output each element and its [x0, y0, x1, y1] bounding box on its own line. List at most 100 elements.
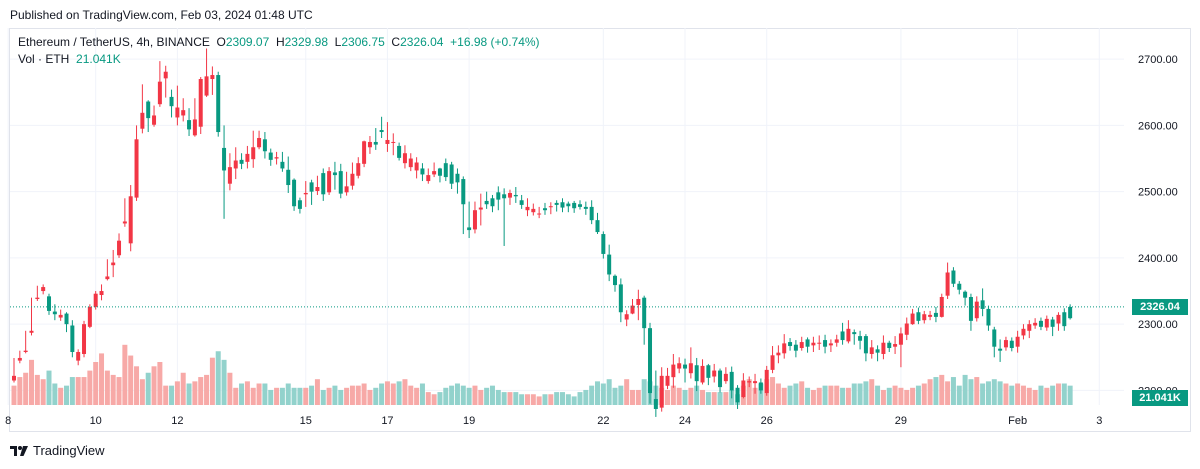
volume-bar: [478, 389, 484, 405]
candle-body: [566, 203, 571, 207]
candle-body: [531, 208, 536, 213]
candle-body: [963, 291, 968, 298]
candle-body: [922, 314, 927, 321]
candle-body: [455, 173, 460, 183]
candle-body: [840, 331, 845, 341]
candle-body: [595, 220, 600, 233]
volume-bar: [58, 387, 64, 405]
candle-body: [490, 198, 495, 207]
y-tick-label: 2700.00: [1138, 54, 1178, 66]
volume-bar: [11, 385, 17, 405]
legend-ohlc: Ethereum / TetherUS, 4h, BINANCE O2309.0…: [18, 34, 540, 51]
volume-bar: [723, 392, 729, 405]
volume-bar: [880, 389, 886, 405]
volume-bar: [974, 377, 980, 405]
volume-bar: [204, 374, 210, 405]
volume-bar: [513, 392, 519, 405]
volume-bar: [752, 387, 758, 405]
low-value: 2306.75: [341, 35, 385, 49]
candle-body: [222, 147, 227, 171]
candle-body: [87, 306, 92, 327]
volume-bar: [507, 392, 513, 405]
x-tick-label: 17: [381, 415, 393, 427]
candle-body: [648, 328, 653, 394]
volume-bar: [81, 377, 87, 405]
volume-bar: [34, 374, 40, 405]
candle-body: [29, 330, 34, 333]
x-tick-label: 24: [679, 415, 691, 427]
candle-body: [309, 182, 314, 192]
volume-bar: [134, 366, 140, 405]
candle-body: [624, 314, 629, 320]
candle-body: [251, 147, 256, 160]
volume-bar: [209, 357, 215, 405]
volume-bar: [454, 383, 460, 405]
candle-body: [665, 375, 670, 386]
volume-bar: [991, 379, 997, 405]
volume-bar: [630, 389, 636, 405]
volume-bar: [682, 389, 688, 405]
candle-body: [537, 213, 542, 215]
volume-bar: [361, 383, 367, 405]
volume-bar: [828, 385, 834, 405]
candle-body: [82, 324, 87, 354]
candle-body: [1027, 324, 1032, 331]
volume-bar: [524, 394, 530, 405]
footer-branding[interactable]: TradingView: [10, 443, 105, 458]
candle-body: [280, 161, 285, 169]
candle-body: [1015, 336, 1020, 347]
candle-body: [782, 343, 787, 354]
candle-body: [157, 81, 162, 105]
volume-bar: [256, 383, 262, 405]
candle-body: [70, 325, 75, 352]
candle-body: [99, 291, 104, 296]
volume-bar: [396, 381, 402, 405]
candle-body: [122, 221, 127, 224]
candle-body: [764, 369, 769, 394]
volume-bar: [577, 392, 583, 405]
candle-body: [152, 115, 157, 125]
candle-body: [945, 272, 950, 296]
volume-label[interactable]: Vol · ETH: [18, 52, 70, 66]
candle-body: [700, 365, 705, 383]
candle-body: [788, 342, 793, 347]
x-tick-label: 19: [463, 415, 475, 427]
volume-bar: [373, 387, 379, 405]
volume-bar: [711, 392, 717, 405]
candle-body: [986, 308, 991, 326]
candle-body: [933, 312, 938, 317]
candle-body: [875, 349, 880, 353]
candle-body: [233, 160, 238, 169]
volume-bar: [641, 379, 647, 405]
candle-body: [951, 270, 956, 284]
volume-bar: [99, 353, 105, 405]
candle-body: [257, 137, 262, 148]
candle-body: [140, 112, 145, 129]
y-tick-label: 2400.00: [1138, 253, 1178, 265]
volume-bar: [962, 374, 968, 405]
candle-body: [753, 381, 758, 384]
volume-bar: [128, 355, 134, 405]
candle-body: [58, 314, 63, 318]
volume-bar: [927, 379, 933, 405]
volume-badge: 21.041K: [1132, 390, 1188, 406]
candle-body: [858, 336, 863, 341]
x-tick-label: 8: [5, 415, 11, 427]
candle-body: [525, 206, 530, 211]
candle-body: [93, 293, 98, 307]
volume-bar: [589, 385, 595, 405]
candle-body: [957, 283, 962, 290]
symbol-label[interactable]: Ethereum / TetherUS, 4h, BINANCE: [18, 35, 210, 49]
volume-bar: [46, 370, 52, 405]
candle-body: [671, 364, 676, 378]
candle-body: [204, 76, 209, 96]
volume-bar: [227, 372, 233, 405]
low-key: L: [334, 35, 342, 49]
candle-body: [513, 194, 518, 197]
candle-body: [618, 284, 623, 313]
candle-body: [239, 159, 244, 164]
volume-bar: [892, 385, 898, 405]
candle-body: [811, 342, 816, 346]
volume-bar: [402, 379, 408, 405]
